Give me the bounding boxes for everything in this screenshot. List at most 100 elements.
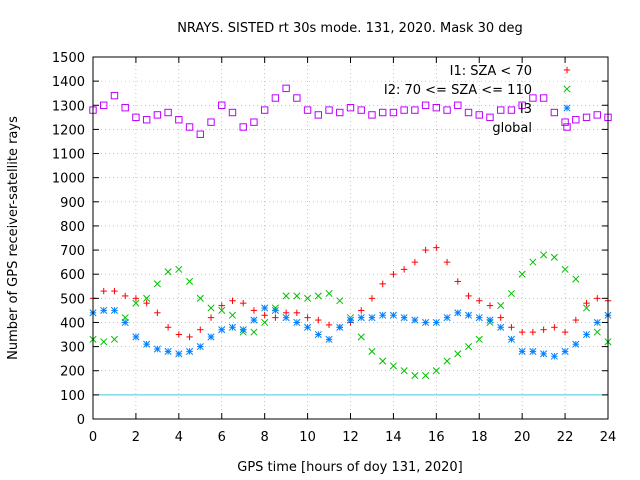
y-tick-label: 1200 — [52, 123, 85, 138]
data-point — [464, 343, 473, 351]
data-point — [518, 347, 526, 355]
data-point — [175, 265, 183, 273]
data-point — [378, 108, 387, 117]
data-point — [304, 314, 311, 321]
data-point — [228, 311, 237, 319]
data-point — [271, 94, 280, 102]
data-point — [207, 314, 215, 321]
plot-frame — [92, 56, 609, 420]
data-point — [475, 335, 483, 343]
data-point — [196, 130, 204, 138]
data-point — [282, 84, 290, 93]
data-point — [443, 258, 451, 266]
data-point — [240, 299, 247, 307]
data-point — [594, 295, 601, 302]
data-point — [325, 321, 333, 329]
data-point — [529, 328, 537, 336]
data-point — [271, 306, 279, 314]
data-point — [250, 307, 258, 314]
data-point — [432, 367, 440, 375]
data-point — [336, 297, 344, 305]
data-point — [550, 352, 558, 360]
x-axis-label: GPS time [hours of doy 131, 2020] — [237, 460, 462, 475]
data-point — [315, 316, 322, 324]
data-point — [475, 314, 483, 322]
data-point — [432, 318, 440, 327]
data-point — [100, 338, 108, 346]
legend: I1: SZA < 70 I2: 70 <= SZA <= 110 I3 global — [384, 64, 571, 136]
data-point — [593, 318, 601, 327]
data-point — [529, 347, 537, 355]
x-tick-label: 0 — [89, 430, 97, 445]
data-point — [121, 292, 129, 300]
data-point — [497, 302, 505, 310]
data-point — [464, 108, 473, 117]
data-point — [314, 330, 322, 339]
x-tick-label: 18 — [471, 430, 488, 445]
y-tick-label: 400 — [60, 316, 85, 331]
data-point — [389, 108, 398, 117]
data-point — [561, 118, 569, 126]
data-point — [153, 280, 161, 288]
data-point — [207, 304, 215, 312]
legend-marker — [563, 66, 571, 74]
data-point — [572, 116, 580, 124]
data-point — [422, 246, 429, 254]
data-point — [325, 335, 333, 343]
legend-marker — [563, 104, 571, 112]
data-point — [186, 277, 194, 285]
data-point — [593, 111, 601, 119]
data-point — [518, 270, 526, 278]
y-axis-label: Number of GPS receiver-satellite rays — [6, 116, 21, 360]
data-point — [175, 116, 183, 124]
x-tick-label: 2 — [132, 430, 140, 445]
legend-label: I2: 70 <= SZA <= 110 — [384, 83, 532, 98]
data-point — [143, 299, 150, 307]
data-point — [368, 295, 376, 302]
data-point — [186, 347, 194, 355]
data-point — [518, 328, 526, 336]
data-point — [132, 299, 140, 307]
data-point — [110, 306, 119, 314]
data-point — [497, 323, 505, 331]
y-tick-label: 1100 — [52, 148, 85, 163]
data-point — [304, 323, 312, 331]
series-1 — [89, 244, 612, 341]
data-point — [110, 335, 119, 343]
data-point — [142, 116, 151, 124]
series-4 — [89, 84, 612, 138]
data-point — [261, 304, 269, 312]
x-tick-label: 22 — [557, 430, 574, 445]
data-point — [443, 314, 451, 322]
data-point — [153, 111, 162, 119]
x-tick-label: 16 — [428, 430, 445, 445]
data-point — [110, 91, 119, 100]
data-point — [443, 357, 451, 365]
data-point — [314, 111, 323, 119]
data-point — [464, 311, 473, 319]
data-point — [336, 323, 344, 331]
data-point — [293, 292, 301, 300]
x-tick-label: 24 — [600, 430, 617, 445]
data-point — [239, 123, 247, 131]
data-point — [454, 309, 462, 317]
x-axis-ticks: 0 2 4 6 8 10 12 14 16 18 20 22 24 — [89, 57, 616, 445]
y-tick-label: 700 — [60, 244, 85, 259]
data-point — [508, 324, 515, 331]
data-point — [293, 94, 301, 102]
legend-label: I3 — [520, 102, 532, 117]
data-point — [153, 345, 161, 353]
data-point — [411, 316, 419, 324]
data-point — [540, 251, 548, 259]
data-point — [218, 306, 226, 314]
y-tick-label: 500 — [60, 292, 85, 307]
data-point — [432, 103, 441, 112]
data-point — [400, 266, 408, 273]
data-point — [303, 106, 312, 114]
y-tick-label: 0 — [77, 413, 85, 428]
data-point — [164, 324, 172, 331]
data-point — [400, 106, 408, 114]
data-point — [100, 306, 108, 314]
data-point — [539, 94, 548, 102]
series-3 — [89, 304, 612, 360]
